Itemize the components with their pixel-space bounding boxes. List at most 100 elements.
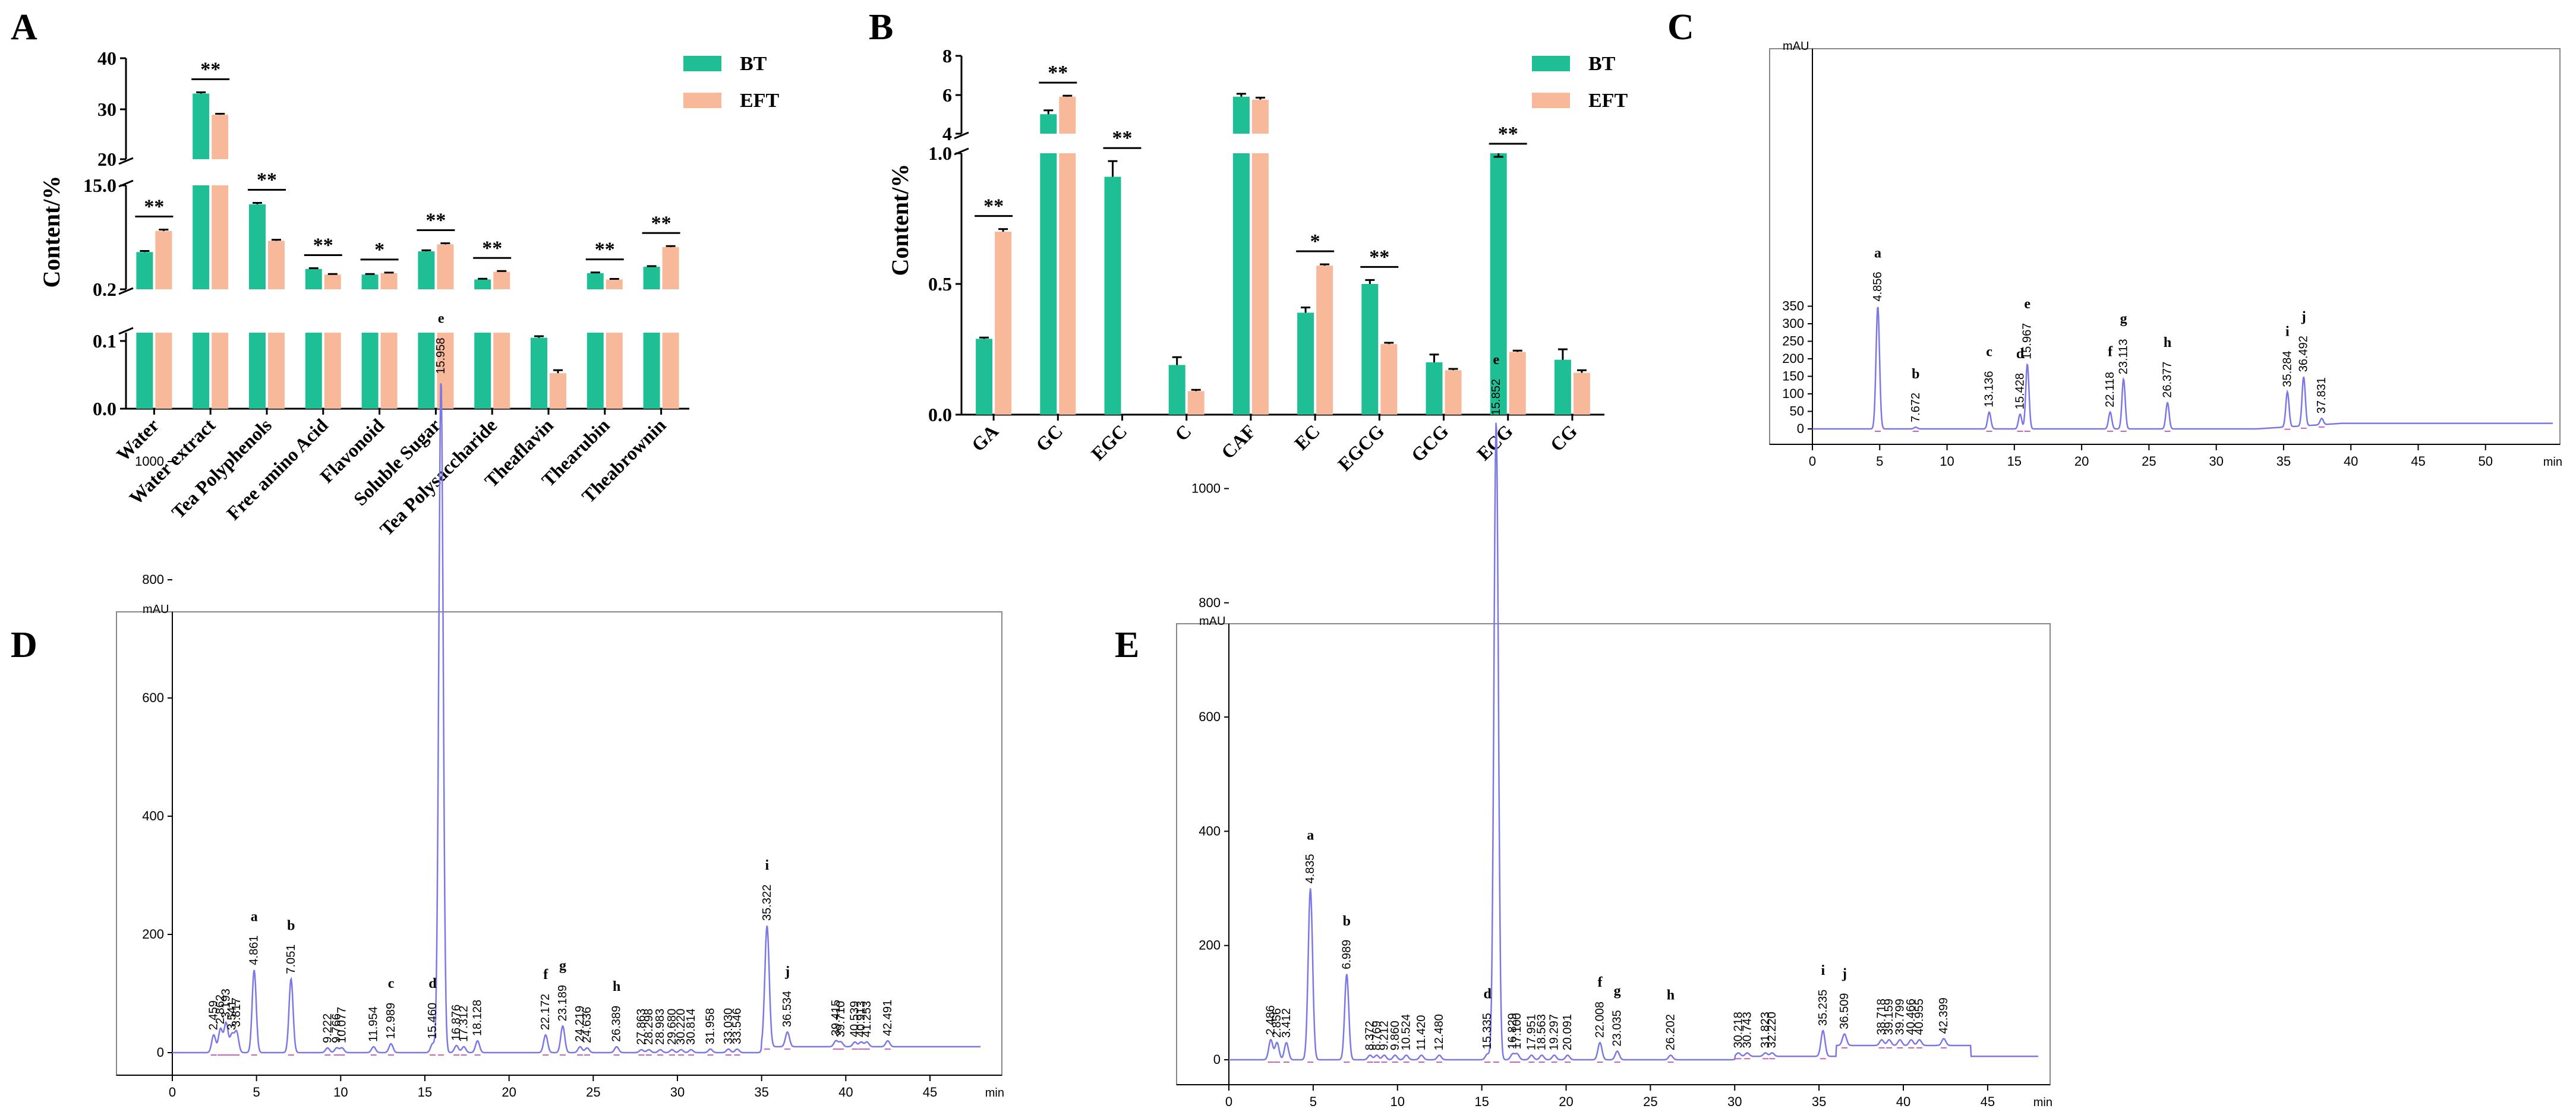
x-tick-label: 0: [169, 1085, 176, 1100]
bar-break-gap: [302, 159, 343, 185]
peak-time-label: 9.222: [321, 1013, 334, 1043]
axis-break-mark: [118, 327, 134, 335]
peak-time-label: 26.389: [610, 1006, 623, 1042]
y-tick-label: 200: [1782, 351, 1804, 366]
bar-break-gap: [359, 159, 400, 185]
y-tick-label: 0.0: [928, 404, 952, 425]
peak-time-label: 18.128: [471, 1000, 484, 1036]
x-axis-title: min: [2543, 456, 2562, 469]
peak-time-label: 39.159: [1883, 999, 1896, 1035]
peak-time-label: 30.743: [1741, 1012, 1754, 1048]
x-tick-label: 45: [2411, 454, 2425, 469]
y-axis-title: Content/%: [38, 176, 65, 288]
peak-time-label: 39.415: [830, 1000, 843, 1036]
bar-break-gap: [584, 159, 625, 185]
peak-time-label: 15.335: [1481, 1013, 1494, 1049]
bar-eft: [1573, 372, 1590, 415]
y-tick-label: 15.0: [83, 175, 116, 196]
y-tick-label: 300: [1782, 316, 1804, 331]
x-tick-label: 35: [754, 1085, 768, 1100]
x-tick-label: 30: [1727, 1094, 1742, 1109]
bar-bt: [1361, 284, 1379, 415]
bar-bt: [1490, 153, 1507, 415]
peak-tag: g: [559, 958, 566, 974]
peak-time-label: 40.466: [1905, 999, 1918, 1035]
significance-label: **: [257, 169, 277, 191]
y-tick-label: 150: [1782, 369, 1804, 384]
chromatogram-trace: [1229, 422, 2038, 1061]
significance-label: **: [1369, 246, 1389, 268]
legend-label: EFT: [740, 90, 779, 112]
axis-break-mark: [954, 131, 969, 140]
y-tick-label: 50: [1790, 404, 1804, 419]
bar-eft: [1316, 266, 1333, 415]
peak-time-label: 4.861: [248, 936, 261, 965]
significance-label: *: [374, 239, 384, 261]
y-tick-label: 1000: [1191, 481, 1221, 495]
bar-bt: [193, 93, 210, 409]
bar-break-gap: [1552, 134, 1593, 153]
bar-bt: [1297, 312, 1314, 415]
x-tick-label: C: [1171, 420, 1196, 445]
x-tick-label: 20: [502, 1085, 516, 1100]
peak-time-label: 15.967: [2021, 323, 2034, 359]
bar-eft: [1445, 370, 1462, 415]
bar-break-gap: [1102, 134, 1143, 153]
bar-bt: [643, 267, 660, 409]
significance-label: **: [313, 235, 333, 257]
x-tick-label: 20: [1559, 1094, 1573, 1109]
significance-label: **: [200, 58, 220, 80]
x-tick-label: 35: [1812, 1094, 1826, 1109]
y-tick-label: 30: [97, 99, 116, 120]
x-tick-label: 30: [2209, 454, 2223, 469]
bar-break-gap: [415, 289, 456, 333]
significance-label: **: [144, 195, 164, 217]
peak-time-label: 40.539: [849, 1001, 862, 1037]
bar-bt: [1554, 359, 1571, 415]
peak-time-label: 22.172: [539, 994, 552, 1030]
bar-break-gap: [247, 159, 287, 185]
bar-break-gap: [528, 159, 569, 185]
peak-time-label: 3.193: [219, 988, 232, 1018]
peak-time-label: 30.218: [1732, 1012, 1745, 1048]
peak-time-label: 33.546: [730, 1008, 743, 1044]
peak-time-label: 8.769: [1370, 1021, 1383, 1050]
legend-label: BT: [740, 53, 767, 75]
peak-time-label: 26.202: [1664, 1014, 1677, 1050]
y-tick-label: 600: [142, 690, 164, 705]
peak-tag: j: [1842, 966, 1847, 982]
peak-tag: a: [1874, 246, 1881, 261]
y-tick-label: 0: [1213, 1052, 1221, 1067]
x-tick-label: 40: [838, 1085, 853, 1100]
peak-time-label: 6.989: [1340, 940, 1353, 969]
significance-label: **: [482, 237, 502, 259]
bar-break-gap: [247, 289, 287, 333]
x-tick-label: 50: [2478, 454, 2492, 469]
y-tick-label: 1000: [135, 454, 164, 469]
x-tick-label: 35: [2277, 454, 2291, 469]
bar-break-gap: [1295, 134, 1336, 153]
significance-label: **: [425, 210, 446, 232]
peak-time-label: 16.876: [450, 1005, 463, 1041]
chromatogram-trace: [1812, 307, 2553, 430]
x-tick-label: 15: [1474, 1094, 1489, 1109]
peak-time-label: 39.799: [1893, 999, 1906, 1035]
x-tick-label: 45: [923, 1085, 937, 1100]
significance-label: **: [595, 239, 615, 261]
peak-tag: d: [428, 976, 437, 991]
peak-time-label: 40.955: [1913, 999, 1926, 1035]
panel-B: B 0.0 0.5 1.04 6 8 Content/% ** GA ** GC ** EGC C CAF *…: [869, 7, 1628, 475]
peak-time-label: 3.817: [230, 997, 243, 1027]
x-tick-label: EGC: [1087, 420, 1131, 464]
significance-label: **: [1048, 62, 1068, 84]
peak-tag: f: [1597, 975, 1603, 990]
peak-tag: c: [1986, 345, 1992, 360]
panel-letter: D: [11, 625, 37, 665]
peak-tag: e: [438, 311, 444, 327]
bar-break-gap: [584, 289, 625, 333]
panel-letter: E: [1115, 625, 1139, 665]
peak-time-label: 20.091: [1561, 1014, 1574, 1050]
peak-time-label: 15.460: [426, 1003, 439, 1039]
peak-time-label: 9.860: [1389, 1021, 1402, 1050]
